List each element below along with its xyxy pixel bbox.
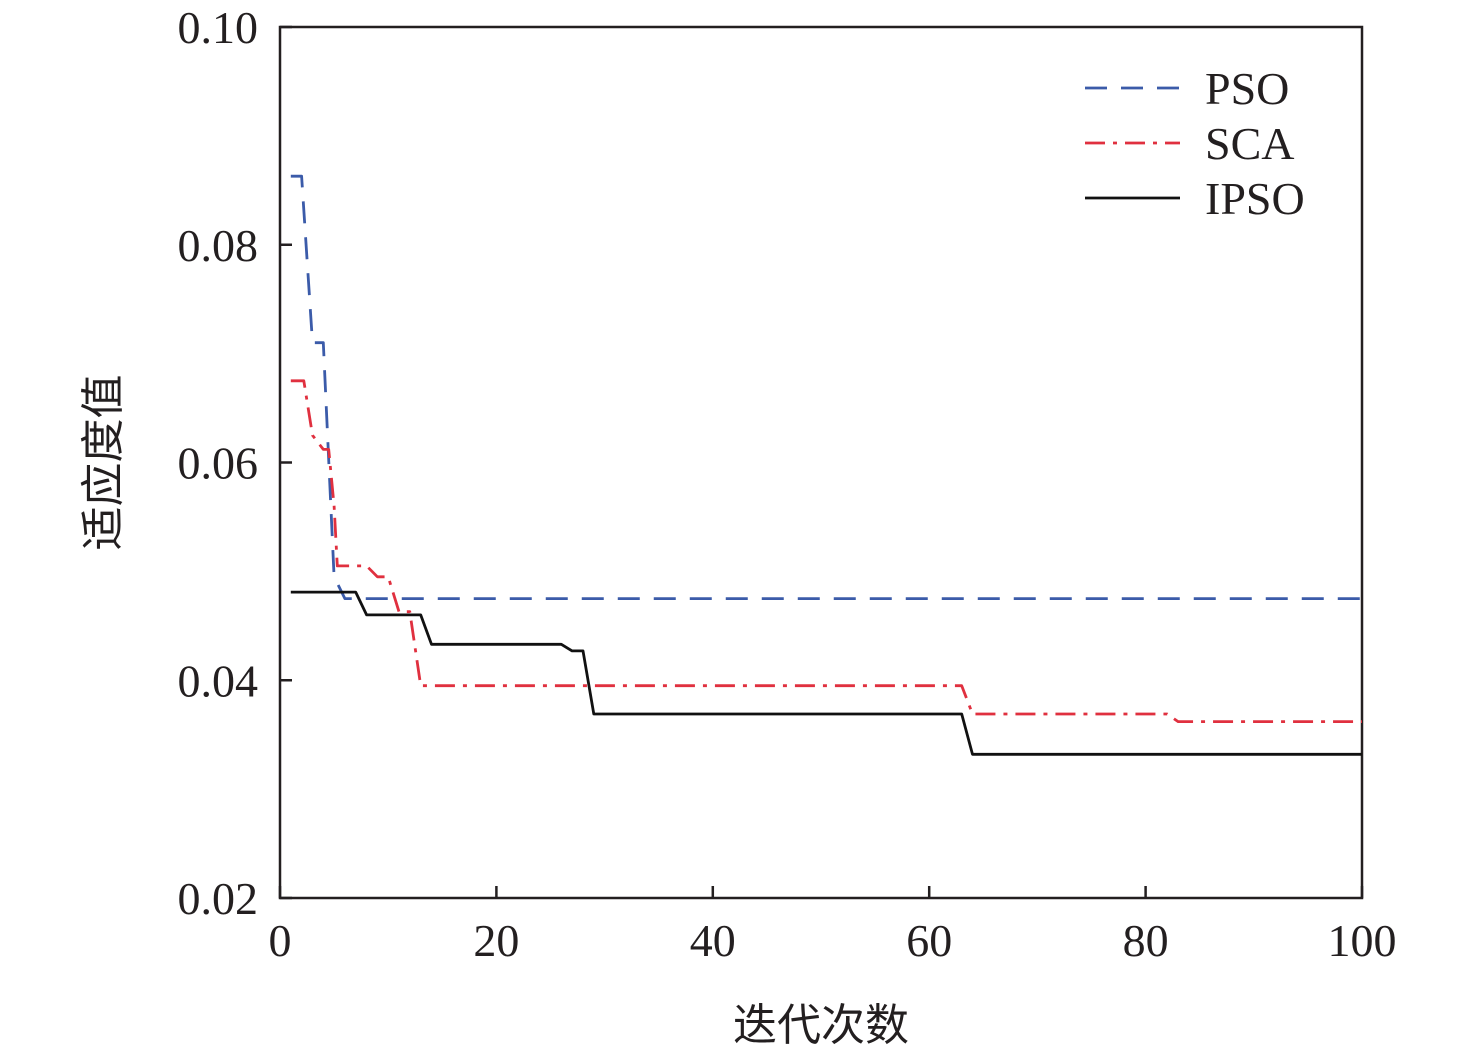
y-axis-title: 适应度值 [78, 375, 129, 551]
x-tick-label: 80 [1123, 915, 1169, 966]
series-line-sca [290, 379, 1362, 723]
x-axis-title: 迭代次数 [733, 1000, 909, 1051]
legend-label-sca: SCA [1205, 118, 1294, 169]
series-line-pso [290, 174, 1362, 600]
axis-ticks: 0 20 40 60 80 100 0.02 0.04 0.06 0.08 0.10 [178, 2, 1397, 966]
plot-area-frame [278, 25, 1364, 900]
x-tick-label: 100 [1328, 915, 1397, 966]
x-tick-label: 40 [690, 915, 736, 966]
y-tick-label: 0.08 [178, 220, 259, 271]
y-tick-label: 0.04 [178, 655, 259, 706]
y-tick-label: 0.06 [178, 438, 259, 489]
x-tick-label: 60 [906, 915, 952, 966]
series-layer [290, 174, 1362, 756]
legend-label-ipso: IPSO [1205, 173, 1305, 224]
y-tick-label: 0.02 [178, 873, 259, 924]
x-tick-label: 20 [473, 915, 519, 966]
y-tick-label: 0.10 [178, 2, 259, 53]
series-line-ipso [290, 590, 1362, 756]
legend-label-pso: PSO [1205, 63, 1289, 114]
x-tick-label: 0 [269, 915, 292, 966]
